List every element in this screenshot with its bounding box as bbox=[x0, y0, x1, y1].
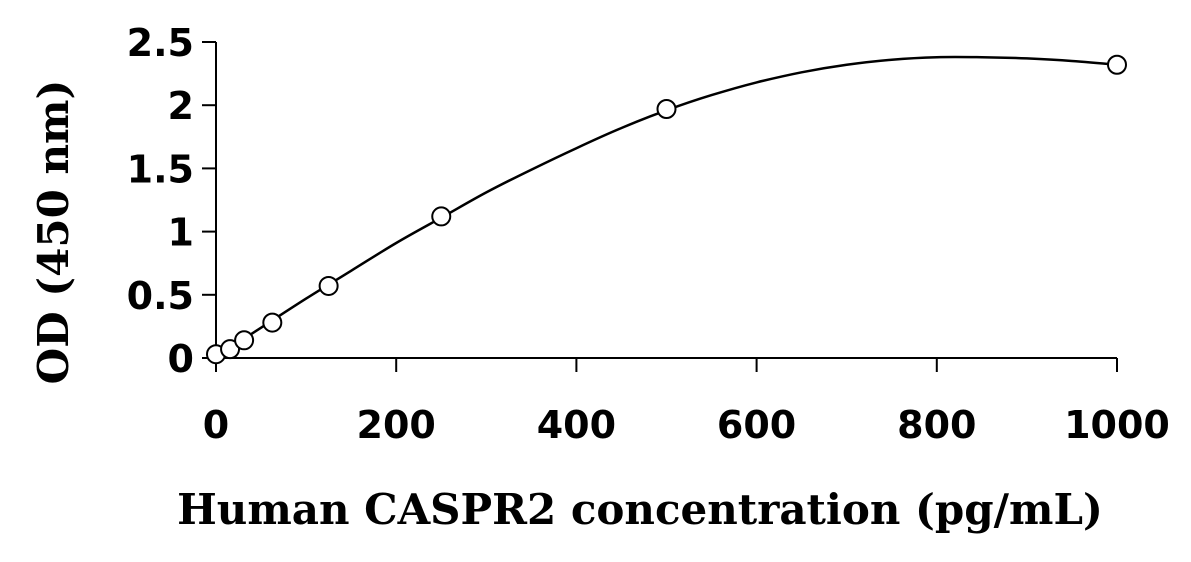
data-point bbox=[656, 98, 677, 119]
x-tick-label: 1000 bbox=[1064, 403, 1170, 447]
x-tick-label: 600 bbox=[717, 403, 796, 447]
y-axis-label: OD (450 nm) bbox=[29, 80, 78, 385]
x-tick-label: 800 bbox=[897, 403, 976, 447]
x-tick-label: 400 bbox=[537, 403, 616, 447]
data-point bbox=[1107, 54, 1127, 75]
y-tick-label: 0 bbox=[168, 337, 194, 381]
data-point bbox=[318, 275, 339, 296]
data-point bbox=[234, 330, 255, 351]
y-tick-label: 0.5 bbox=[127, 274, 194, 318]
x-tick-label: 0 bbox=[203, 403, 229, 447]
data-points bbox=[206, 54, 1127, 365]
y-tick-label: 1 bbox=[168, 211, 194, 255]
ticks: 0 0.5 1 1.5 2 2.5 0 200 400 600 800 1000 bbox=[127, 21, 1170, 447]
y-tick-label: 2.5 bbox=[127, 21, 194, 65]
y-tick-label: 1.5 bbox=[127, 147, 194, 191]
x-tick-label: 200 bbox=[357, 403, 436, 447]
data-point bbox=[220, 339, 241, 360]
y-tick-label: 2 bbox=[168, 84, 194, 128]
axes bbox=[215, 42, 1117, 359]
data-point bbox=[262, 312, 283, 333]
data-point bbox=[431, 206, 452, 227]
x-axis-label: Human CASPR2 concentration (pg/mL) bbox=[177, 485, 1103, 534]
